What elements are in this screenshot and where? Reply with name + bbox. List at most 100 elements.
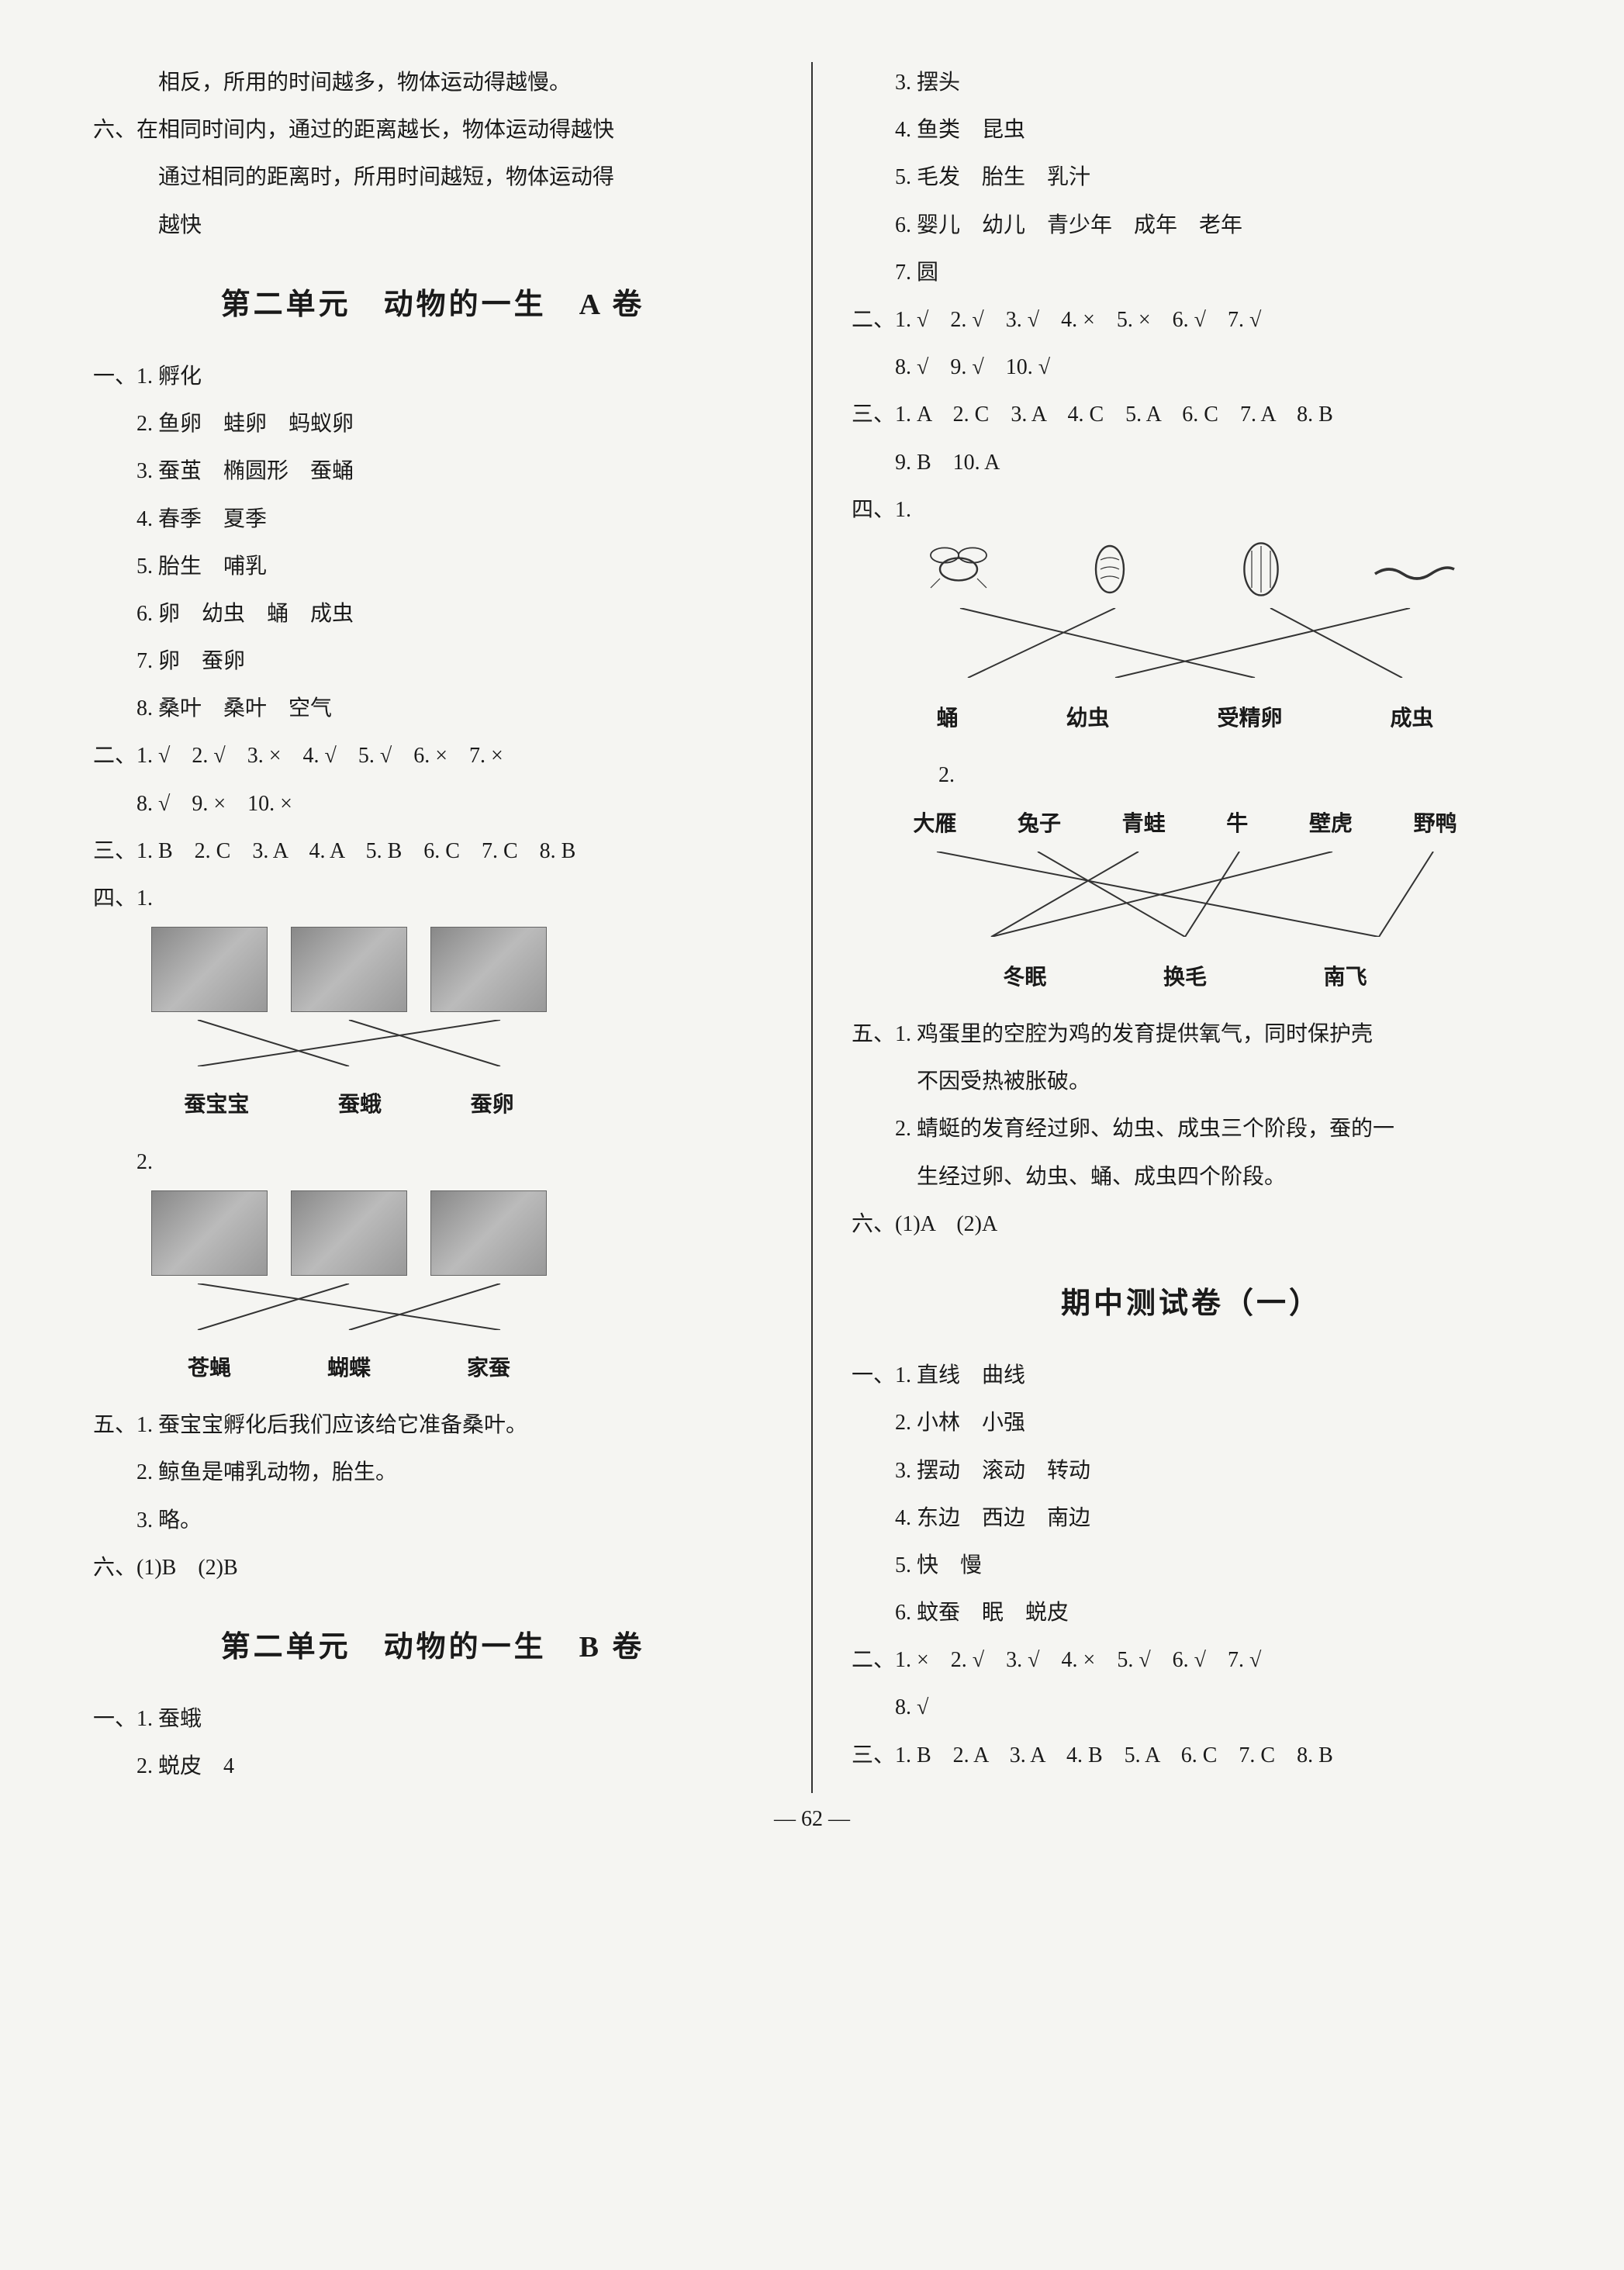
answer-line: 三、1. B 2. C 3. A 4. A 5. B 6. C 7. C 8. … (93, 831, 772, 872)
label: 蚕卵 (471, 1084, 514, 1125)
answer-line: 3. 蚕茧 椭圆形 蚕蛹 (93, 451, 772, 492)
text-line: 通过相同的距离时，所用时间越短，物体运动得 (93, 157, 772, 198)
label: 受精卵 (1217, 698, 1282, 739)
answer-line: 8. 桑叶 桑叶 空气 (93, 688, 772, 729)
answer-line: 三、1. B 2. A 3. A 4. B 5. A 6. C 7. C 8. … (852, 1735, 1531, 1776)
pupa-icon (1063, 538, 1156, 600)
answer-line: 2. 蜕皮 4 (93, 1746, 772, 1787)
label-row-2: 苍蝇 蝴蝶 家蚕 (140, 1348, 558, 1389)
answer-line: 5. 快 慢 (852, 1545, 1531, 1586)
answer-line: 生经过卵、幼虫、蛹、成虫四个阶段。 (852, 1156, 1531, 1197)
column-divider (811, 62, 813, 1793)
answer-line: 一、1. 直线 曲线 (852, 1355, 1531, 1396)
answer-line: 五、1. 蚕宝宝孵化后我们应该给它准备桑叶。 (93, 1404, 772, 1446)
label: 蝴蝶 (327, 1348, 371, 1389)
answer-line: 5. 毛发 胎生 乳汁 (852, 157, 1531, 198)
animal-top-labels: 大雁 兔子 青蛙 牛 壁虎 野鸭 (883, 803, 1488, 845)
insect-image-1 (151, 1190, 268, 1276)
image-row-1 (140, 927, 558, 1012)
section-title-midterm: 期中测试卷（一） (852, 1276, 1531, 1332)
answer-line: 2. (852, 755, 1531, 796)
text-line: 越快 (93, 205, 772, 246)
left-column: 相反，所用的时间越多，物体运动得越慢。 六、在相同时间内，通过的距离越长，物体运… (78, 62, 788, 1793)
answer-line: 2. 小林 小强 (852, 1402, 1531, 1443)
silkworm-image-3 (430, 927, 547, 1012)
answer-line: 2. 鲸鱼是哺乳动物，胎生。 (93, 1452, 772, 1493)
cocoon-icon (1215, 538, 1308, 600)
label: 青蛙 (1122, 803, 1166, 845)
animal-diagram: 大雁 兔子 青蛙 牛 壁虎 野鸭 冬眠 换毛 南飞 (883, 803, 1488, 998)
answer-line: 六、(1)B (2)B (93, 1547, 772, 1588)
answer-line: 7. 卵 蚕卵 (93, 641, 772, 682)
answer-line: 3. 摆动 滚动 转动 (852, 1450, 1531, 1491)
label: 苍蝇 (188, 1348, 231, 1389)
answer-line: 一、1. 蚕蛾 (93, 1698, 772, 1740)
label: 幼虫 (1066, 698, 1109, 739)
right-column: 3. 摆头 4. 鱼类 昆虫 5. 毛发 胎生 乳汁 6. 婴儿 幼儿 青少年 … (836, 62, 1546, 1793)
answer-line: 2. (93, 1142, 772, 1183)
page-container: 相反，所用的时间越多，物体运动得越慢。 六、在相同时间内，通过的距离越长，物体运… (78, 62, 1546, 1793)
label: 家蚕 (467, 1348, 510, 1389)
answer-line: 7. 圆 (852, 252, 1531, 293)
answer-line: 5. 胎生 哺乳 (93, 546, 772, 587)
answer-line: 4. 春季 夏季 (93, 499, 772, 540)
answer-line: 6. 蚊蚕 眠 蜕皮 (852, 1592, 1531, 1633)
section-title-unit2-a: 第二单元 动物的一生 A 卷 (93, 277, 772, 333)
answer-line: 4. 鱼类 昆虫 (852, 109, 1531, 150)
matching-lines-3 (883, 608, 1488, 678)
label: 蚕宝宝 (184, 1084, 249, 1125)
answer-line: 2. 蜻蜓的发育经过卵、幼虫、成虫三个阶段，蚕的一 (852, 1108, 1531, 1149)
answer-line: 4. 东边 西边 南边 (852, 1498, 1531, 1539)
label: 野鸭 (1414, 803, 1457, 845)
matching-lines-2 (140, 1284, 558, 1330)
answer-line: 二、1. × 2. √ 3. √ 4. × 5. √ 6. √ 7. √ (852, 1639, 1531, 1681)
silkworm-image-1 (151, 927, 268, 1012)
lifecycle-diagram: 蛹 幼虫 受精卵 成虫 (883, 538, 1488, 739)
insect-image-3 (430, 1190, 547, 1276)
label: 冬眠 (1003, 957, 1046, 998)
larva-icon (1366, 538, 1459, 600)
answer-line: 三、1. A 2. C 3. A 4. C 5. A 6. C 7. A 8. … (852, 394, 1531, 435)
text-line: 六、在相同时间内，通过的距离越长，物体运动得越快 (93, 109, 772, 150)
insect-icons-row (883, 538, 1488, 600)
answer-line: 五、1. 鸡蛋里的空腔为鸡的发育提供氧气，同时保护壳 (852, 1014, 1531, 1055)
matching-lines-1 (140, 1020, 558, 1066)
label: 壁虎 (1309, 803, 1353, 845)
bee-icon (912, 538, 1005, 600)
answer-line: 四、1. (93, 878, 772, 919)
label-row-1: 蚕宝宝 蚕蛾 蚕卵 (140, 1084, 558, 1125)
answer-line: 3. 略。 (93, 1500, 772, 1541)
answer-line: 六、(1)A (2)A (852, 1204, 1531, 1245)
matching-lines-4 (883, 852, 1488, 937)
answer-line: 6. 卵 幼虫 蛹 成虫 (93, 593, 772, 634)
answer-line: 2. 鱼卵 蛙卵 蚂蚁卵 (93, 403, 772, 444)
page-number: — 62 — (774, 1798, 850, 1840)
answer-line: 二、1. √ 2. √ 3. × 4. √ 5. √ 6. × 7. × (93, 735, 772, 776)
label: 大雁 (913, 803, 956, 845)
answer-line: 9. B 10. A (852, 442, 1531, 483)
label: 南飞 (1324, 957, 1367, 998)
answer-line: 四、1. (852, 489, 1531, 530)
animal-bottom-labels: 冬眠 换毛 南飞 (883, 957, 1488, 998)
answer-line: 8. √ (852, 1687, 1531, 1728)
label: 蚕蛾 (338, 1084, 382, 1125)
q-number: 2. (895, 755, 955, 796)
image-row-2 (140, 1190, 558, 1276)
answer-line: 二、1. √ 2. √ 3. √ 4. × 5. × 6. √ 7. √ (852, 299, 1531, 340)
label: 成虫 (1390, 698, 1433, 739)
answer-line: 一、1. 孵化 (93, 356, 772, 397)
silkworm-image-2 (291, 927, 407, 1012)
answer-line: 6. 婴儿 幼儿 青少年 成年 老年 (852, 205, 1531, 246)
label: 蛹 (936, 698, 958, 739)
answer-line: 3. 摆头 (852, 62, 1531, 103)
label: 牛 (1226, 803, 1248, 845)
answer-line: 不因受热被胀破。 (852, 1061, 1531, 1102)
label: 兔子 (1018, 803, 1061, 845)
answer-line: 8. √ 9. × 10. × (93, 783, 772, 824)
insect-image-2 (291, 1190, 407, 1276)
text-line: 相反，所用的时间越多，物体运动得越慢。 (93, 62, 772, 103)
section-title-unit2-b: 第二单元 动物的一生 B 卷 (93, 1619, 772, 1675)
lifecycle-labels: 蛹 幼虫 受精卵 成虫 (883, 698, 1488, 739)
label: 换毛 (1163, 957, 1207, 998)
answer-line: 8. √ 9. √ 10. √ (852, 347, 1531, 388)
